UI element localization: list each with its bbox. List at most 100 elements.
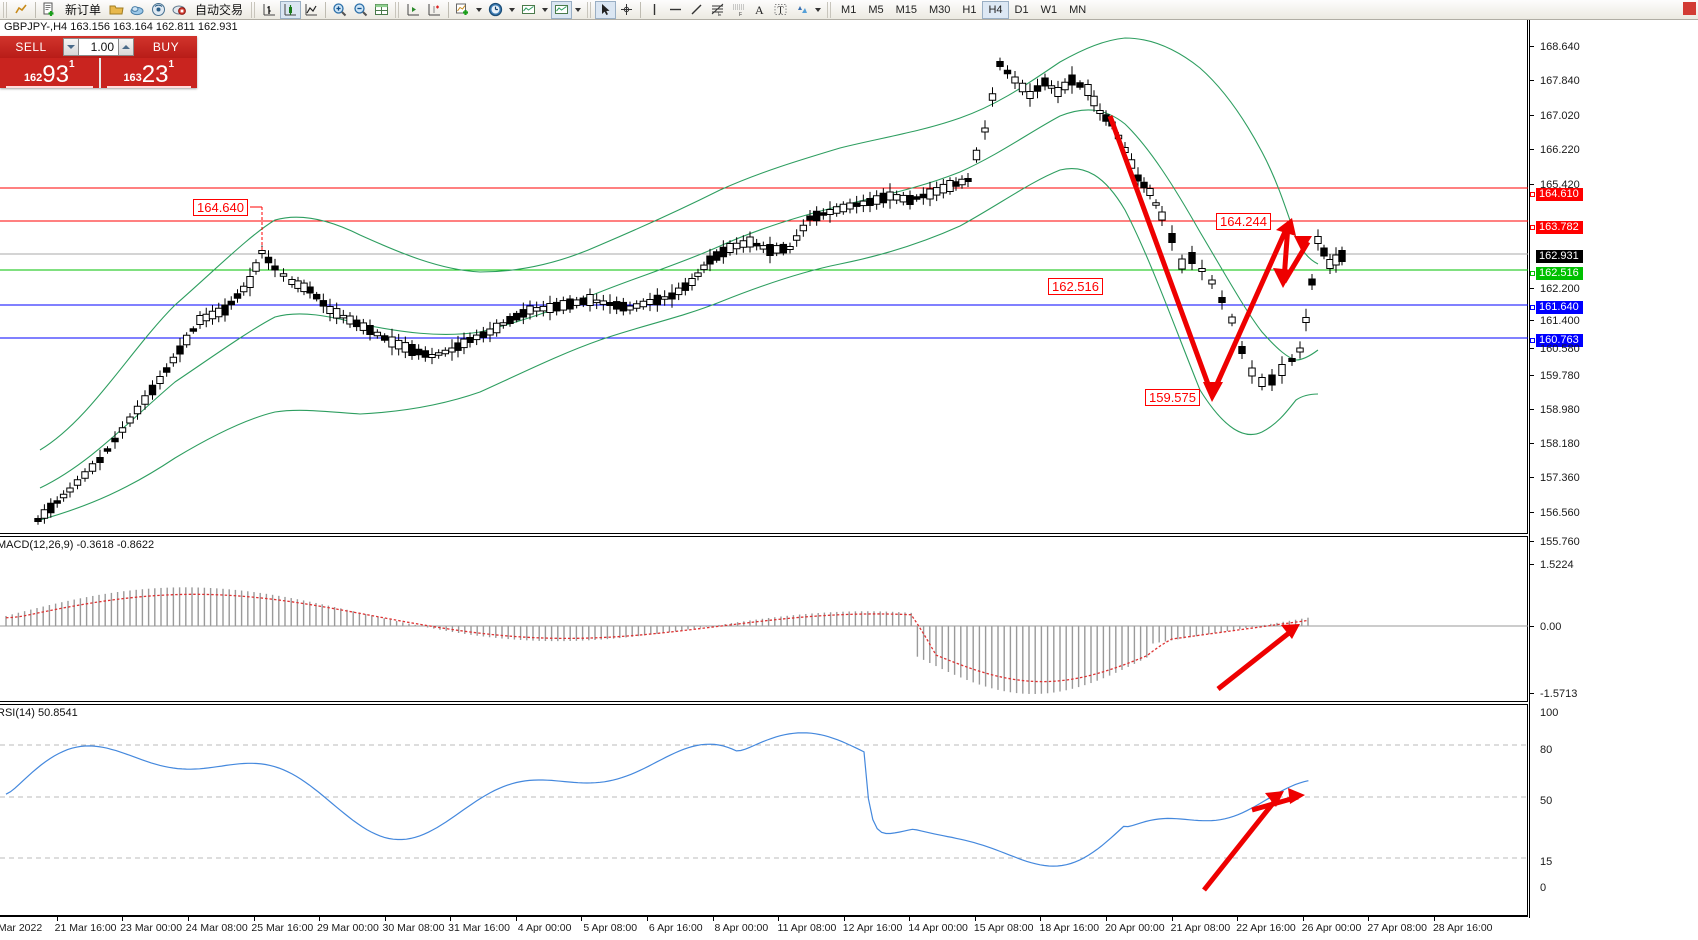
bar-chart-icon[interactable] — [259, 1, 280, 19]
toolbar-grip-5[interactable] — [827, 1, 833, 18]
axis-tick — [1530, 375, 1534, 376]
candle-chart-icon[interactable] — [280, 0, 302, 19]
level-handle[interactable] — [1530, 225, 1535, 230]
rsi-annotation-arrows — [1202, 788, 1305, 892]
cloud-icon[interactable] — [127, 1, 148, 19]
price-level-badge-162516[interactable]: 162.516 — [1536, 267, 1583, 280]
chart-icon-left[interactable] — [11, 1, 32, 19]
autotrading-icon[interactable] — [169, 1, 190, 19]
new-order-icon[interactable] — [39, 1, 60, 19]
timeframe-m30[interactable]: M30 — [929, 3, 951, 16]
price-level-badge-164610[interactable]: 164.610 — [1536, 188, 1583, 201]
annotation-162516[interactable]: 162.516 — [1048, 278, 1103, 295]
timeframe-h1[interactable]: H1 — [962, 3, 977, 16]
buy-button[interactable]: BUY — [152, 40, 180, 54]
price-level-badge-161640[interactable]: 161.640 — [1536, 301, 1583, 314]
new-order-label[interactable]: 新订单 — [65, 3, 102, 17]
axis-tick — [1530, 46, 1534, 47]
toolbar-grip[interactable] — [3, 1, 8, 18]
ask-price[interactable]: 163 23 1 — [98, 58, 198, 88]
folder-icon[interactable] — [106, 1, 127, 19]
time-axis-tick — [778, 917, 780, 921]
indicators-dropdown-caret[interactable] — [476, 7, 483, 12]
axis-tick — [1530, 149, 1534, 150]
channel-icon[interactable]: F — [728, 1, 749, 19]
time-axis-label: 21 Mar 16:00 — [54, 922, 117, 934]
annotation-164244[interactable]: 164.244 — [1216, 213, 1271, 230]
toolbar-grip-4[interactable] — [587, 1, 593, 18]
toolbar-separator-4 — [640, 1, 642, 18]
close-icon[interactable] — [1683, 2, 1696, 15]
toolbar-grip-2[interactable] — [251, 1, 257, 18]
level-handle[interactable] — [1530, 192, 1535, 197]
trend-annotation-arrows — [1107, 115, 1312, 402]
timeframe-m1[interactable]: M1 — [841, 3, 857, 16]
time-axis-label: 28 Apr 16:00 — [1432, 922, 1493, 934]
time-axis-tick — [450, 917, 452, 921]
templates-icon[interactable] — [518, 1, 539, 19]
toolbar-separator-3 — [448, 1, 450, 18]
level-handle[interactable] — [1530, 338, 1535, 343]
period-dropdown-caret[interactable] — [509, 7, 516, 12]
price-axis-label: 157.360 — [1540, 472, 1580, 484]
time-axis[interactable]: Mar 2022 21 Mar 16:00 23 Mar 00:00 24 Mar 0… — [0, 916, 1528, 940]
svg-text:T: T — [778, 6, 784, 17]
price-level-badge-163782[interactable]: 163.782 — [1536, 221, 1583, 234]
axis-tick — [1530, 409, 1534, 410]
rsi-pane[interactable] — [0, 704, 1528, 916]
trendline-icon[interactable] — [686, 1, 707, 19]
fibo-icon[interactable]: E — [707, 1, 728, 19]
timeframe-w1[interactable]: W1 — [1040, 3, 1058, 16]
zoom-out-icon[interactable] — [350, 1, 371, 19]
chart-shift-icon[interactable] — [551, 0, 573, 19]
level-handle[interactable] — [1530, 271, 1535, 276]
autotrading-label[interactable]: 自动交易 — [195, 3, 244, 17]
timeframe-d1[interactable]: D1 — [1014, 3, 1029, 16]
annotation-159575[interactable]: 159.575 — [1145, 389, 1200, 406]
level-handle[interactable] — [1530, 305, 1535, 310]
period-clock-icon[interactable] — [485, 1, 506, 19]
timeframe-m5[interactable]: M5 — [868, 3, 884, 16]
data-window-icon[interactable] — [371, 1, 392, 19]
autoscroll-icon[interactable] — [424, 1, 445, 19]
timeframe-mn[interactable]: MN — [1069, 3, 1087, 16]
annotation-164640[interactable]: 164.640 — [193, 199, 248, 216]
signal-icon[interactable] — [148, 1, 169, 19]
cursor-icon[interactable] — [595, 0, 617, 19]
main-toolbar: 新订单 自动交易 — [0, 0, 1698, 20]
chart-container[interactable]: GBPJPY-,H4 163.156 163.164 162.811 162.9… — [0, 20, 1698, 940]
macd-header: MACD(12,26,9) -0.3618 -0.8622 — [0, 539, 155, 551]
vline-icon[interactable] — [644, 1, 665, 19]
shapes-icon[interactable] — [791, 1, 812, 19]
toolbar-grip-3[interactable] — [395, 1, 401, 18]
timeframe-m15[interactable]: M15 — [895, 3, 917, 16]
indicators-add-icon[interactable] — [452, 1, 473, 19]
templates-dropdown-caret[interactable] — [542, 7, 549, 12]
timeframe-h4[interactable]: H4 — [982, 0, 1009, 19]
shift-end-icon[interactable] — [403, 1, 424, 19]
sell-button[interactable]: SELL — [15, 40, 47, 54]
line-chart-icon[interactable] — [301, 1, 322, 19]
one-click-trading-panel[interactable]: SELL 1.00 BUY 162 93 1 163 23 1 — [0, 36, 197, 88]
shapes-dropdown-caret[interactable] — [815, 7, 822, 12]
chart-shift-caret[interactable] — [575, 7, 582, 12]
time-axis-tick — [1237, 917, 1239, 921]
text-icon[interactable]: A — [749, 1, 770, 19]
volume-decrease-button[interactable] — [63, 38, 79, 56]
volume-input[interactable]: 1.00 — [79, 38, 118, 56]
label-icon[interactable]: T — [770, 1, 791, 19]
volume-increase-button[interactable] — [118, 38, 134, 56]
price-pane[interactable] — [0, 20, 1528, 534]
volume-stepper[interactable]: 1.00 — [63, 38, 134, 56]
axis-tick — [1530, 564, 1534, 565]
price-level-badge-160763[interactable]: 160.763 — [1536, 334, 1583, 347]
price-axis[interactable]: 168.640 167.840 167.020 166.220 165.420 164.6… — [1529, 20, 1698, 918]
hline-icon[interactable] — [665, 1, 686, 19]
macd-pane[interactable] — [0, 536, 1528, 702]
zoom-in-icon[interactable] — [329, 1, 350, 19]
macd-chart-svg — [0, 587, 1528, 694]
crosshair-icon[interactable] — [616, 1, 637, 19]
price-level-badge-162931[interactable]: 162.931 — [1536, 250, 1583, 263]
time-axis-tick — [1171, 917, 1173, 921]
bid-price[interactable]: 162 93 1 — [0, 58, 99, 88]
